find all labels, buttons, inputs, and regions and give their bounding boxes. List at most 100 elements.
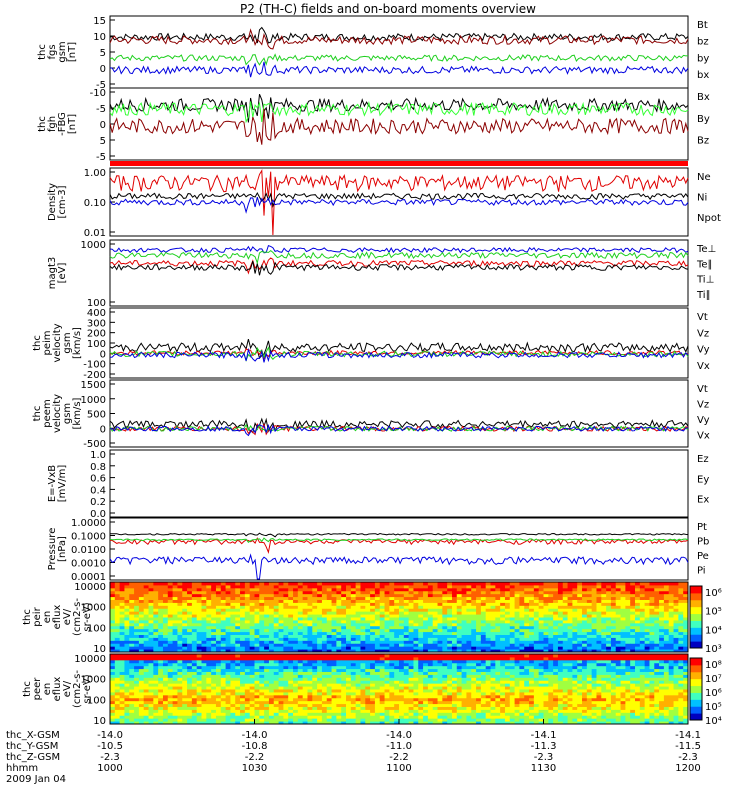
spectro-cell	[153, 689, 159, 693]
spectro-cell	[418, 628, 424, 633]
y-tick-label: -10	[90, 88, 106, 99]
spectro-cell	[259, 649, 265, 653]
spectro-cell	[572, 617, 578, 621]
spectro-cell	[350, 659, 357, 664]
spectro-cell	[509, 599, 516, 603]
spectro-cell	[461, 694, 467, 699]
spectro-cell	[129, 665, 135, 670]
spectro-cell	[259, 584, 265, 589]
spectro-cell	[172, 619, 178, 624]
spectro-cell	[408, 619, 414, 624]
series-line-Vt	[109, 338, 689, 360]
spectro-cell	[211, 665, 217, 670]
spectro-cell	[273, 649, 280, 653]
spectro-cell	[158, 587, 164, 592]
spectro-cell	[283, 680, 289, 684]
spectro-cell	[557, 593, 564, 598]
spectro-cell	[191, 662, 198, 667]
spectro-cell	[244, 631, 251, 635]
spectro-cell	[471, 697, 477, 702]
spectro-cell	[124, 686, 130, 690]
spectro-cell	[297, 640, 304, 644]
spectro-cell	[394, 593, 400, 598]
spectro-cell	[480, 709, 487, 713]
spectro-cell	[331, 634, 337, 638]
spectro-cell	[567, 602, 573, 606]
spectro-cell	[264, 649, 270, 653]
spectro-cell	[379, 697, 386, 702]
spectro-cell	[114, 602, 121, 606]
spectro-cell	[601, 640, 607, 644]
legend-Vx: Vx	[697, 431, 710, 442]
spectro-cell	[471, 677, 477, 681]
spectro-cell	[370, 643, 376, 647]
spectro-cell	[124, 665, 130, 670]
spectro-cell	[403, 674, 410, 678]
spectro-cell	[548, 584, 554, 589]
spectro-cell	[317, 659, 323, 664]
spectro-cell	[408, 587, 414, 592]
spectro-cell	[230, 602, 236, 606]
spectro-cell	[182, 656, 188, 661]
spectro-cell	[254, 680, 260, 684]
spectro-cell	[346, 587, 352, 592]
spectro-cell	[663, 625, 670, 630]
spectro-cell	[451, 596, 458, 600]
spectro-cell	[225, 631, 231, 635]
spectro-cell	[509, 619, 516, 624]
spectro-cell	[273, 694, 280, 699]
spectro-cell	[244, 628, 251, 633]
spectro-cell	[379, 602, 386, 606]
spectro-cell	[649, 584, 655, 589]
spectro-cell	[432, 683, 439, 687]
spectro-cell	[557, 582, 564, 586]
spectro-cell	[114, 605, 121, 609]
spectro-cell	[384, 587, 390, 592]
spectro-cell	[182, 671, 188, 675]
spectro-cell	[143, 680, 150, 684]
spectro-cell	[504, 614, 511, 618]
spectro-cell	[235, 715, 241, 719]
spectro-cell	[273, 662, 280, 667]
spectro-cell	[644, 593, 650, 598]
spectro-cell	[317, 634, 323, 638]
spectro-cell	[635, 622, 641, 627]
spectro-cell	[346, 662, 352, 667]
spectro-cell	[191, 608, 198, 612]
spectro-cell	[196, 619, 203, 624]
spectro-cell	[490, 703, 496, 707]
spectro-cell	[437, 599, 443, 603]
spectro-cell	[360, 617, 366, 621]
spectro-cell	[302, 680, 308, 684]
spectro-cell	[182, 593, 188, 598]
spectro-cell	[317, 718, 323, 722]
spectro-cell	[413, 689, 419, 693]
spectro-cell	[143, 611, 150, 615]
spectro-cell	[615, 614, 622, 618]
spectro-cell	[321, 593, 328, 598]
spectro-cell	[423, 611, 429, 615]
spectro-cell	[259, 637, 265, 641]
spectro-cell	[162, 587, 169, 592]
spectro-cell	[678, 622, 684, 627]
spectro-cell	[302, 715, 308, 719]
spectro-cell	[673, 611, 679, 615]
spectro-cell	[447, 665, 453, 670]
spectro-cell	[321, 628, 328, 633]
spectro-cell	[341, 611, 347, 615]
spectro-cell	[293, 582, 299, 586]
spectro-cell	[389, 619, 395, 624]
spectro-cell	[143, 700, 150, 705]
spectro-cell	[148, 694, 154, 699]
spectro-cell	[427, 605, 434, 609]
spectro-cell	[509, 614, 516, 618]
spectro-cell	[572, 584, 578, 589]
spectro-cell	[182, 715, 188, 719]
series-line-Vt	[109, 417, 689, 434]
spectro-cell	[225, 665, 231, 670]
spectro-cell	[451, 640, 458, 644]
spectro-cell	[456, 700, 463, 705]
spectro-cell	[403, 668, 410, 672]
spectro-cell	[644, 628, 650, 633]
spectro-cell	[659, 582, 665, 586]
